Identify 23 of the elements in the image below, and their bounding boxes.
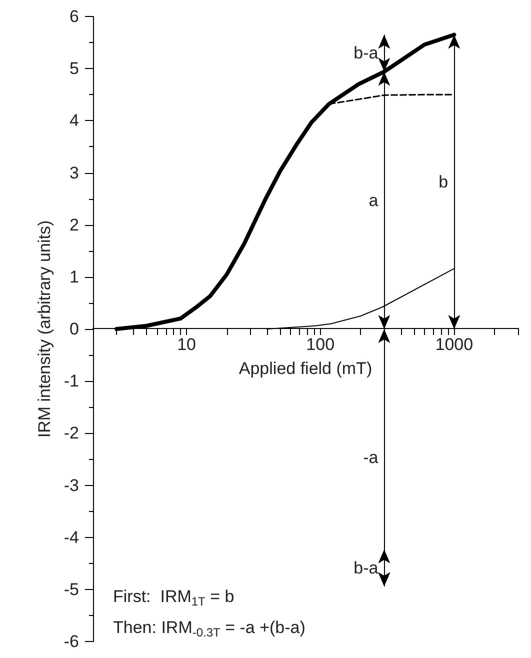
- y-tick-label: 4: [70, 111, 79, 130]
- x-tick-label: 1000: [435, 335, 474, 354]
- x-tick-label: 100: [306, 335, 335, 354]
- annotation: b: [438, 172, 448, 192]
- y-tick-label: -4: [64, 528, 79, 547]
- y-tick-label: 1: [70, 267, 79, 286]
- x-axis-title: Applied field (mT): [238, 359, 372, 378]
- y-tick-label: 0: [70, 320, 79, 338]
- y-tick-label: -1: [64, 372, 79, 391]
- y-tick-label: -6: [64, 632, 79, 651]
- y-tick-label: -5: [64, 580, 79, 599]
- x-tick-label: 10: [177, 335, 196, 354]
- annotation: b-a: [354, 558, 379, 578]
- y-tick-label: 2: [70, 215, 79, 234]
- annotation: a: [368, 190, 379, 210]
- y-tick-label: -3: [64, 476, 79, 495]
- y-tick-label: 5: [70, 59, 79, 78]
- annotation: b-a: [354, 44, 379, 63]
- y-tick-label: 6: [70, 7, 79, 26]
- y-axis-title: IRM intensity (arbitrary units): [34, 220, 54, 438]
- annotation: -a: [363, 448, 379, 468]
- y-tick-label: -2: [64, 424, 79, 443]
- y-tick-label: 3: [70, 163, 79, 182]
